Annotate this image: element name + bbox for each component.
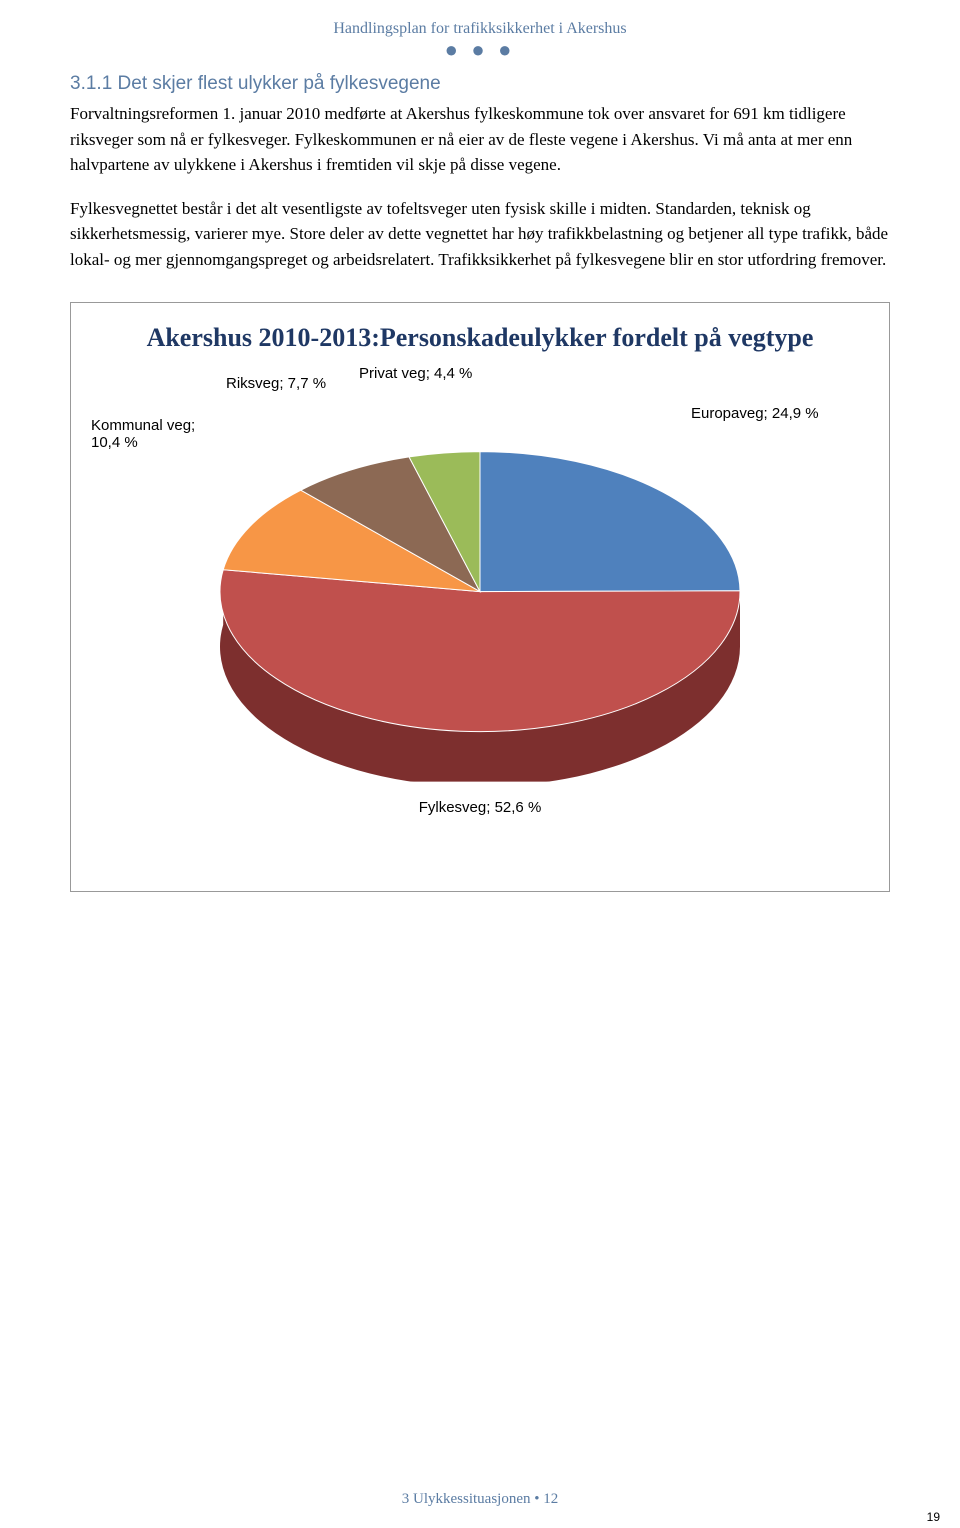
pie-label: Riksveg; 7,7 %: [226, 375, 326, 392]
paragraph-2: Fylkesvegnettet består i det alt vesentl…: [70, 196, 890, 273]
page-number: 19: [927, 1510, 940, 1524]
pie-chart: Europaveg; 24,9 % Kommunal veg; 10,4 % Rik…: [91, 365, 869, 795]
pie-svg: [200, 421, 760, 781]
page-footer: 3 Ulykkessituasjonen • 12: [0, 1491, 960, 1508]
pie-label: Kommunal veg; 10,4 %: [91, 417, 195, 451]
paragraph-1: Forvaltningsreformen 1. januar 2010 medf…: [70, 101, 890, 178]
document-header: Handlingsplan for trafikksikkerhet i Ake…: [70, 20, 890, 38]
pie-label: Privat veg; 4,4 %: [359, 365, 472, 382]
header-dots: ● ● ●: [70, 44, 890, 55]
pie-label: Europaveg; 24,9 %: [691, 405, 819, 422]
section-heading: 3.1.1 Det skjer flest ulykker på fylkesv…: [70, 73, 890, 95]
chart-title: Akershus 2010-2013:Personskadeulykker fo…: [91, 321, 869, 355]
chart-container: Akershus 2010-2013:Personskadeulykker fo…: [70, 302, 890, 892]
pie-label-fylkesveg: Fylkesveg; 52,6 %: [91, 799, 869, 816]
